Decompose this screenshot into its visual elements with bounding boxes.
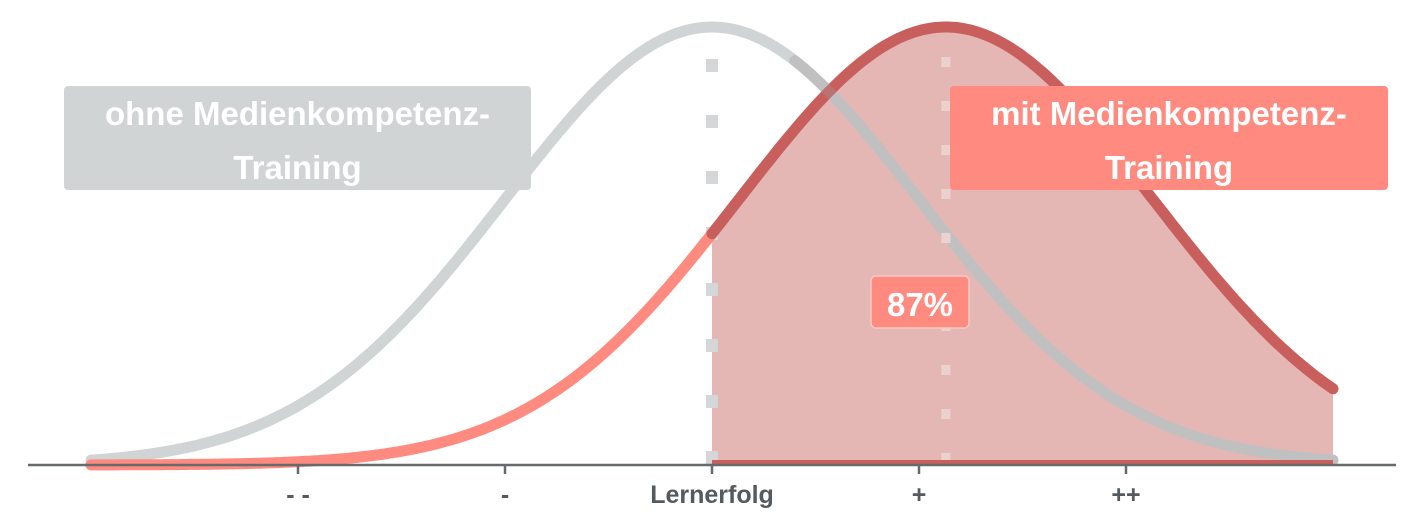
label-box-ohne-training: ohne Medienkompetenz- Training [64,86,531,190]
curve-mit-training-right [706,21,1339,395]
label-box-mit-training-background [950,86,1388,190]
x-tick-label: Lernerfolg [650,481,774,509]
label-box-ohne-training-background [64,86,531,190]
x-tick-label: - - [286,481,310,509]
x-tick-label: ++ [1111,481,1140,509]
curve-ohne-training [85,21,1339,466]
curve-ohne-training-overlay [789,55,1339,466]
percent-badge-background [870,275,970,329]
curve-mit-training-left [85,228,718,471]
label-ohne-training-line-2: Training [233,149,361,186]
percent-label: 87% [887,286,953,323]
percent-badge: 87% [870,275,970,329]
label-mit-training-line-2: Training [1105,149,1233,186]
label-ohne-training-line-1: ohne Medienkompetenz- [105,95,490,132]
x-axis-ticks: - - - Lernerfolg + ++ [286,465,1141,509]
label-mit-training-line-1: mit Medienkompetenz- [991,95,1347,132]
x-tick-label: + [912,481,927,509]
label-box-mit-training: mit Medienkompetenz- Training [950,86,1388,190]
x-tick-label: - [501,481,509,509]
